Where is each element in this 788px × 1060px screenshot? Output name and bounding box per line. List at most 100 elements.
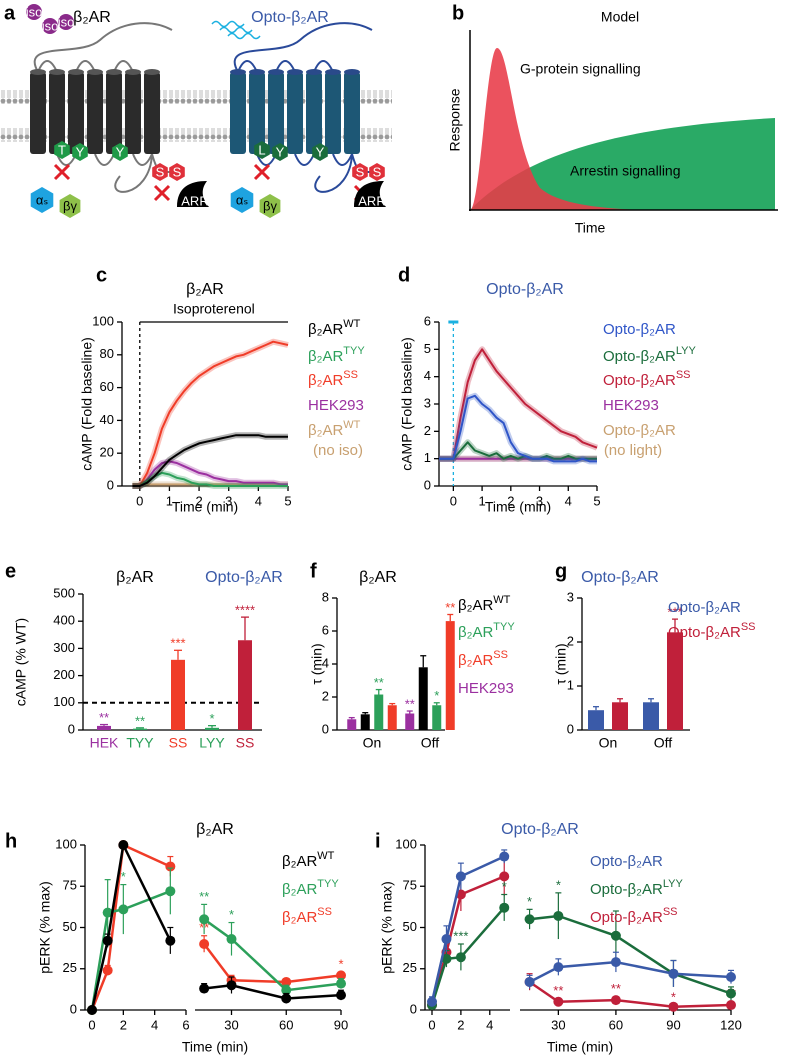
series-line xyxy=(90,840,342,1011)
x-tick-label: On xyxy=(363,735,382,751)
legend-variant: WT xyxy=(343,419,360,431)
x-tick-label: 0 xyxy=(136,493,143,508)
residue xyxy=(72,143,88,161)
panel-label: g xyxy=(555,560,567,582)
arrestin-label: ARR xyxy=(358,193,385,208)
data-point xyxy=(87,1005,97,1015)
legend-name: β₂AR xyxy=(308,348,343,365)
significance: ** xyxy=(99,710,109,725)
legend-variant: WT xyxy=(317,850,334,862)
series-line xyxy=(132,340,289,487)
residue-label: S xyxy=(356,164,365,179)
arrestin xyxy=(354,181,386,207)
x-tick-label: 30 xyxy=(551,1017,565,1032)
residue-label: S xyxy=(156,164,165,179)
chart-title: Opto-β₂AR xyxy=(486,281,564,298)
series-line xyxy=(132,471,288,487)
data-point xyxy=(281,993,292,1004)
significance: * xyxy=(671,989,676,1004)
x-tick-label: HEK xyxy=(90,735,119,751)
helix xyxy=(87,72,103,154)
extracellular-loop xyxy=(113,60,134,73)
helix-top xyxy=(106,69,122,75)
data-point xyxy=(668,1001,679,1012)
helix xyxy=(287,72,303,154)
x-tick-label: Off xyxy=(654,735,673,751)
y-tick-label: 80 xyxy=(100,346,114,361)
legend-name: HEK293 xyxy=(603,397,659,414)
residue-label: S xyxy=(173,164,182,179)
legend-name: β₂AR xyxy=(282,853,317,870)
x-tick-label: 5 xyxy=(593,493,600,508)
legend-name: β₂AR xyxy=(458,597,493,614)
bar xyxy=(667,632,683,730)
significance: * xyxy=(556,877,561,892)
helix-top xyxy=(125,69,141,75)
panel-label: h xyxy=(5,830,17,852)
residue-label: Y xyxy=(116,144,125,159)
y-tick-label: 0 xyxy=(107,477,114,492)
helix-top xyxy=(68,69,84,75)
helix xyxy=(306,72,322,154)
legend-name: Opto-β₂AR xyxy=(603,372,676,389)
panel-label: i xyxy=(375,830,381,852)
residue-label: L xyxy=(258,142,265,157)
legend-variant: LYY xyxy=(676,345,697,357)
legend-entry: β₂ARSS xyxy=(458,649,508,669)
ligand xyxy=(26,4,42,20)
legend-entry: β₂ARWT xyxy=(308,419,361,439)
data-point xyxy=(427,996,437,1007)
x-tick-label: SS xyxy=(169,735,188,751)
residue xyxy=(169,163,185,181)
bar xyxy=(347,719,357,730)
significance: ** xyxy=(553,983,563,998)
x-tick-label: 2 xyxy=(457,1017,464,1032)
legend-name: Opto-β₂AR xyxy=(590,909,663,926)
g-beta-gamma-label: βγ xyxy=(63,198,77,213)
legend-variant: SS xyxy=(343,369,358,381)
g-beta-gamma xyxy=(259,194,281,218)
bar xyxy=(374,694,384,730)
data-point xyxy=(610,995,621,1006)
x-tick-label: 2 xyxy=(195,493,202,508)
residue xyxy=(369,163,385,181)
y-axis-label: τ (min) xyxy=(309,643,325,684)
bar xyxy=(588,710,604,730)
y-tick-label: 100 xyxy=(53,694,75,709)
y-tick-label: 100 xyxy=(395,836,417,851)
extracellular-loop xyxy=(237,60,258,73)
light xyxy=(211,20,245,28)
bar xyxy=(171,659,185,730)
panel-label: e xyxy=(5,560,16,582)
helix xyxy=(268,72,284,154)
x-axis-label: Time (min) xyxy=(172,499,238,515)
data-point xyxy=(336,970,346,981)
panel-label: b xyxy=(452,2,464,24)
data-point xyxy=(524,914,535,925)
chart-title: β₂AR xyxy=(186,281,224,298)
n-terminus xyxy=(33,22,173,73)
legend-entry: β₂ARWT xyxy=(282,850,335,870)
block-mark xyxy=(53,163,71,181)
x-tick-label: 1 xyxy=(478,493,485,508)
arrestin-curve xyxy=(470,118,775,210)
chart-title: β₂AR xyxy=(359,569,397,586)
legend-name: Opto-β₂AR xyxy=(668,624,741,641)
legend-variant: SS xyxy=(493,649,508,661)
significance: * xyxy=(527,894,532,909)
significance: * xyxy=(434,688,439,703)
bar xyxy=(387,705,397,730)
extracellular-loop xyxy=(275,60,296,73)
significance: * xyxy=(209,711,214,726)
bar xyxy=(445,621,455,730)
y-tick-label: 100 xyxy=(55,836,77,851)
g-alpha-label: αₛ xyxy=(236,192,249,207)
y-tick-label: 25 xyxy=(63,960,77,975)
g-beta-gamma xyxy=(59,194,81,218)
y-axis-label: pERK (% max) xyxy=(379,881,395,974)
legend-name: β₂AR xyxy=(308,422,343,439)
x-axis-label: Time (min) xyxy=(485,499,551,515)
y-tick-label: 300 xyxy=(53,640,75,655)
legend-variant: WT xyxy=(343,318,360,330)
